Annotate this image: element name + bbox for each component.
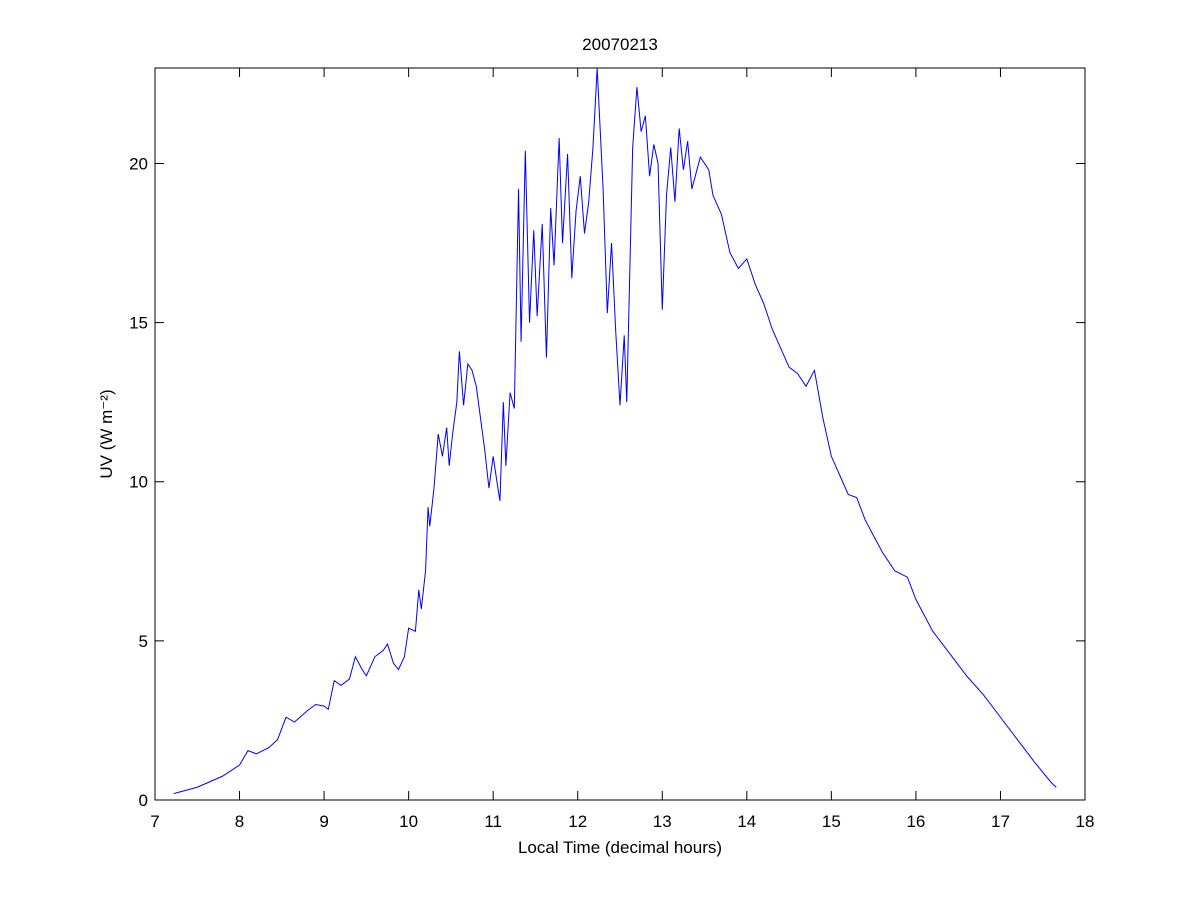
x-tick-label: 16 (906, 812, 925, 831)
y-tick-label: 0 (139, 791, 148, 810)
x-tick-label: 13 (653, 812, 672, 831)
x-tick-label: 17 (991, 812, 1010, 831)
y-axis-label: UV (W m⁻²) (97, 389, 116, 478)
x-tick-label: 11 (484, 812, 502, 831)
x-tick-label: 10 (399, 812, 418, 831)
x-tick-label: 8 (235, 812, 244, 831)
y-tick-label: 5 (139, 632, 148, 651)
x-tick-label: 15 (822, 812, 841, 831)
x-axis-label: Local Time (decimal hours) (518, 838, 722, 857)
x-tick-label: 18 (1076, 812, 1095, 831)
x-tick-label: 7 (150, 812, 159, 831)
chart-title: 20070213 (582, 35, 658, 54)
y-tick-label: 10 (129, 473, 148, 492)
data-line (173, 67, 1057, 795)
x-tick-label: 9 (319, 812, 328, 831)
x-tick-label: 12 (568, 812, 587, 831)
x-tick-label: 14 (737, 812, 756, 831)
y-tick-label: 15 (129, 314, 148, 333)
axes-box (154, 67, 1086, 801)
y-tick-label: 20 (129, 154, 148, 173)
